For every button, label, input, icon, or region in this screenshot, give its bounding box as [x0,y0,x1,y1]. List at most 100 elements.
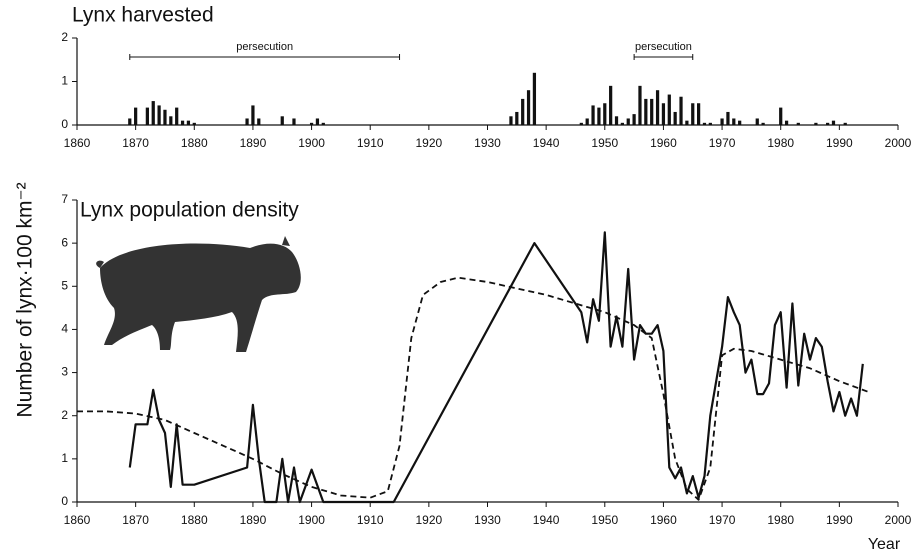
y-tick-label: 2 [61,30,68,44]
x-tick-label: 1950 [591,513,618,527]
bar [814,123,817,125]
x-tick-label: 1910 [357,136,384,150]
bar [697,103,700,125]
bar [591,105,594,125]
bar [533,73,536,125]
bar [157,105,160,125]
bar [627,118,630,125]
bar [322,123,325,125]
bar [580,123,583,125]
y-tick-label: 0 [61,117,68,131]
bar [732,118,735,125]
x-tick-label: 1960 [650,136,677,150]
bar [826,123,829,125]
bar [662,103,665,125]
bar [163,110,166,125]
bar [650,99,653,125]
bar [586,118,589,125]
bar [134,108,137,125]
x-tick-label: 1890 [240,136,267,150]
bar [691,103,694,125]
x-tick-label: 1990 [826,136,853,150]
x-tick-label: 1900 [298,513,325,527]
bar [638,86,641,125]
x-tick-label: 1860 [64,136,91,150]
bar [709,123,712,125]
x-tick-label: 1870 [122,136,149,150]
bar [292,118,295,125]
bar [656,90,659,125]
annotation: persecution [635,41,692,53]
bar [679,97,682,125]
annotation: persecution [236,41,293,53]
bar [527,90,530,125]
bar [251,105,254,125]
chart: Number of lynx·100 km⁻² Year Lynx harves… [0,0,921,554]
x-tick-label: 1970 [709,136,736,150]
bar [597,108,600,125]
x-tick-label: 1980 [767,513,794,527]
bar [621,123,624,125]
x-tick-label: 1960 [650,513,677,527]
bar [726,112,729,125]
bar [703,123,706,125]
x-tick-label: 1920 [416,136,443,150]
x-tick-label: 1860 [64,513,91,527]
bar [720,118,723,125]
bar [187,121,190,125]
lynx-illustration [96,236,301,352]
bar [193,123,196,125]
bar [785,121,788,125]
bar [674,112,677,125]
chart-title: Lynx population density [80,199,299,222]
bar [668,95,671,125]
bar [632,114,635,125]
y-tick-label: 0 [61,494,68,508]
y-tick-label: 5 [61,278,68,292]
bar [281,116,284,125]
bar [310,123,313,125]
x-tick-label: 2000 [885,136,912,150]
y-tick-label: 7 [61,192,68,206]
y-tick-label: 2 [61,408,68,422]
bar [152,101,155,125]
x-tick-label: 1950 [591,136,618,150]
x-tick-label: 1880 [181,513,208,527]
bar [181,121,184,125]
bar [797,123,800,125]
bar [169,116,172,125]
bar [515,112,518,125]
bar [685,121,688,125]
x-tick-label: 1870 [122,513,149,527]
x-tick-label: 1930 [474,513,501,527]
bar [257,118,260,125]
bar [615,116,618,125]
y-tick-label: 1 [61,451,68,465]
x-tick-label: 1940 [533,513,560,527]
bar [521,99,524,125]
bar [844,123,847,125]
bar [738,121,741,125]
x-tick-label: 1970 [709,513,736,527]
x-tick-label: 1940 [533,136,560,150]
y-tick-label: 3 [61,365,68,379]
bar [832,121,835,125]
x-tick-label: 1890 [240,513,267,527]
x-tick-label: 1920 [416,513,443,527]
y-axis-label: Number of lynx·100 km⁻² [14,182,37,417]
bar [128,118,131,125]
x-tick-label: 1990 [826,513,853,527]
y-tick-label: 1 [61,74,68,88]
x-tick-label: 1900 [298,136,325,150]
bar [756,118,759,125]
x-tick-label: 1980 [767,136,794,150]
bar [316,118,319,125]
bar [779,108,782,125]
chart-title: Lynx harvested [72,4,214,27]
bar [509,116,512,125]
x-tick-label: 1910 [357,513,384,527]
x-tick-label: 2000 [885,513,912,527]
bar [603,103,606,125]
x-axis-label: Year [868,536,901,553]
y-tick-label: 4 [61,322,68,336]
